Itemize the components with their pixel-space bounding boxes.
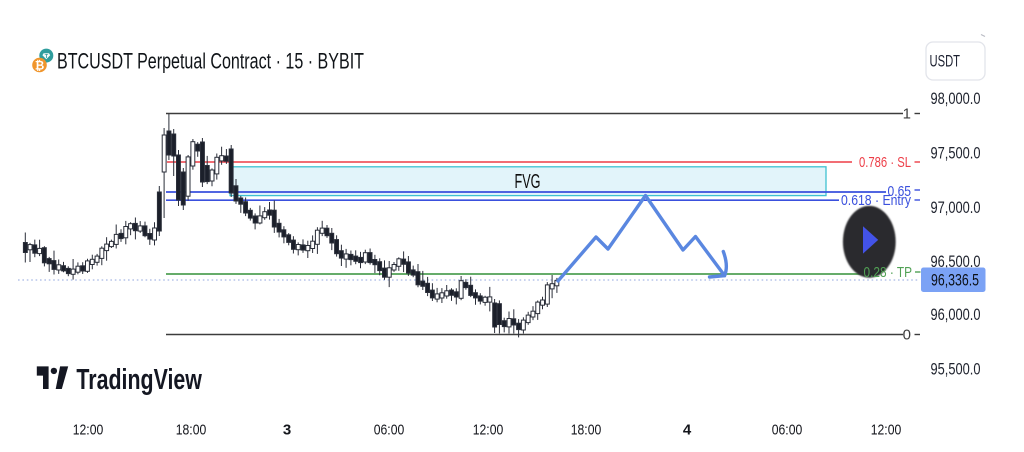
svg-text:12:00: 12:00 — [73, 422, 104, 439]
svg-text:0.786 · SL: 0.786 · SL — [859, 154, 911, 171]
svg-text:BTCUSDT Perpetual Contract · 1: BTCUSDT Perpetual Contract · 15 · BYBIT — [57, 49, 364, 74]
svg-text:96,500.0: 96,500.0 — [931, 253, 981, 271]
svg-text:0.65: 0.65 — [888, 183, 912, 200]
svg-text:95,500.0: 95,500.0 — [931, 361, 981, 379]
svg-text:1: 1 — [903, 106, 911, 123]
svg-text:96,000.0: 96,000.0 — [931, 306, 981, 324]
svg-text:0: 0 — [903, 327, 911, 344]
svg-text:3: 3 — [283, 422, 291, 439]
svg-text:97,000.0: 97,000.0 — [931, 199, 981, 217]
svg-text:18:00: 18:00 — [176, 422, 207, 439]
svg-text:06:00: 06:00 — [772, 422, 803, 439]
svg-text:06:00: 06:00 — [374, 422, 405, 439]
svg-text:0.618 · Entry: 0.618 · Entry — [841, 192, 911, 209]
svg-text:98,000.0: 98,000.0 — [931, 90, 981, 108]
svg-text:0.28 · TP: 0.28 · TP — [864, 264, 913, 281]
svg-text:96,336.5: 96,336.5 — [931, 272, 979, 290]
svg-text:₿: ₿ — [35, 60, 44, 72]
svg-text:USDT: USDT — [930, 52, 961, 71]
svg-text:FVG: FVG — [515, 171, 541, 193]
svg-text:4: 4 — [683, 422, 692, 439]
svg-text:97,500.0: 97,500.0 — [931, 145, 981, 163]
svg-text:18:00: 18:00 — [571, 422, 602, 439]
svg-text:TradingView: TradingView — [76, 364, 202, 396]
svg-text:12:00: 12:00 — [871, 422, 902, 439]
svg-text:12:00: 12:00 — [473, 422, 504, 439]
svg-text:T: T — [45, 54, 49, 60]
